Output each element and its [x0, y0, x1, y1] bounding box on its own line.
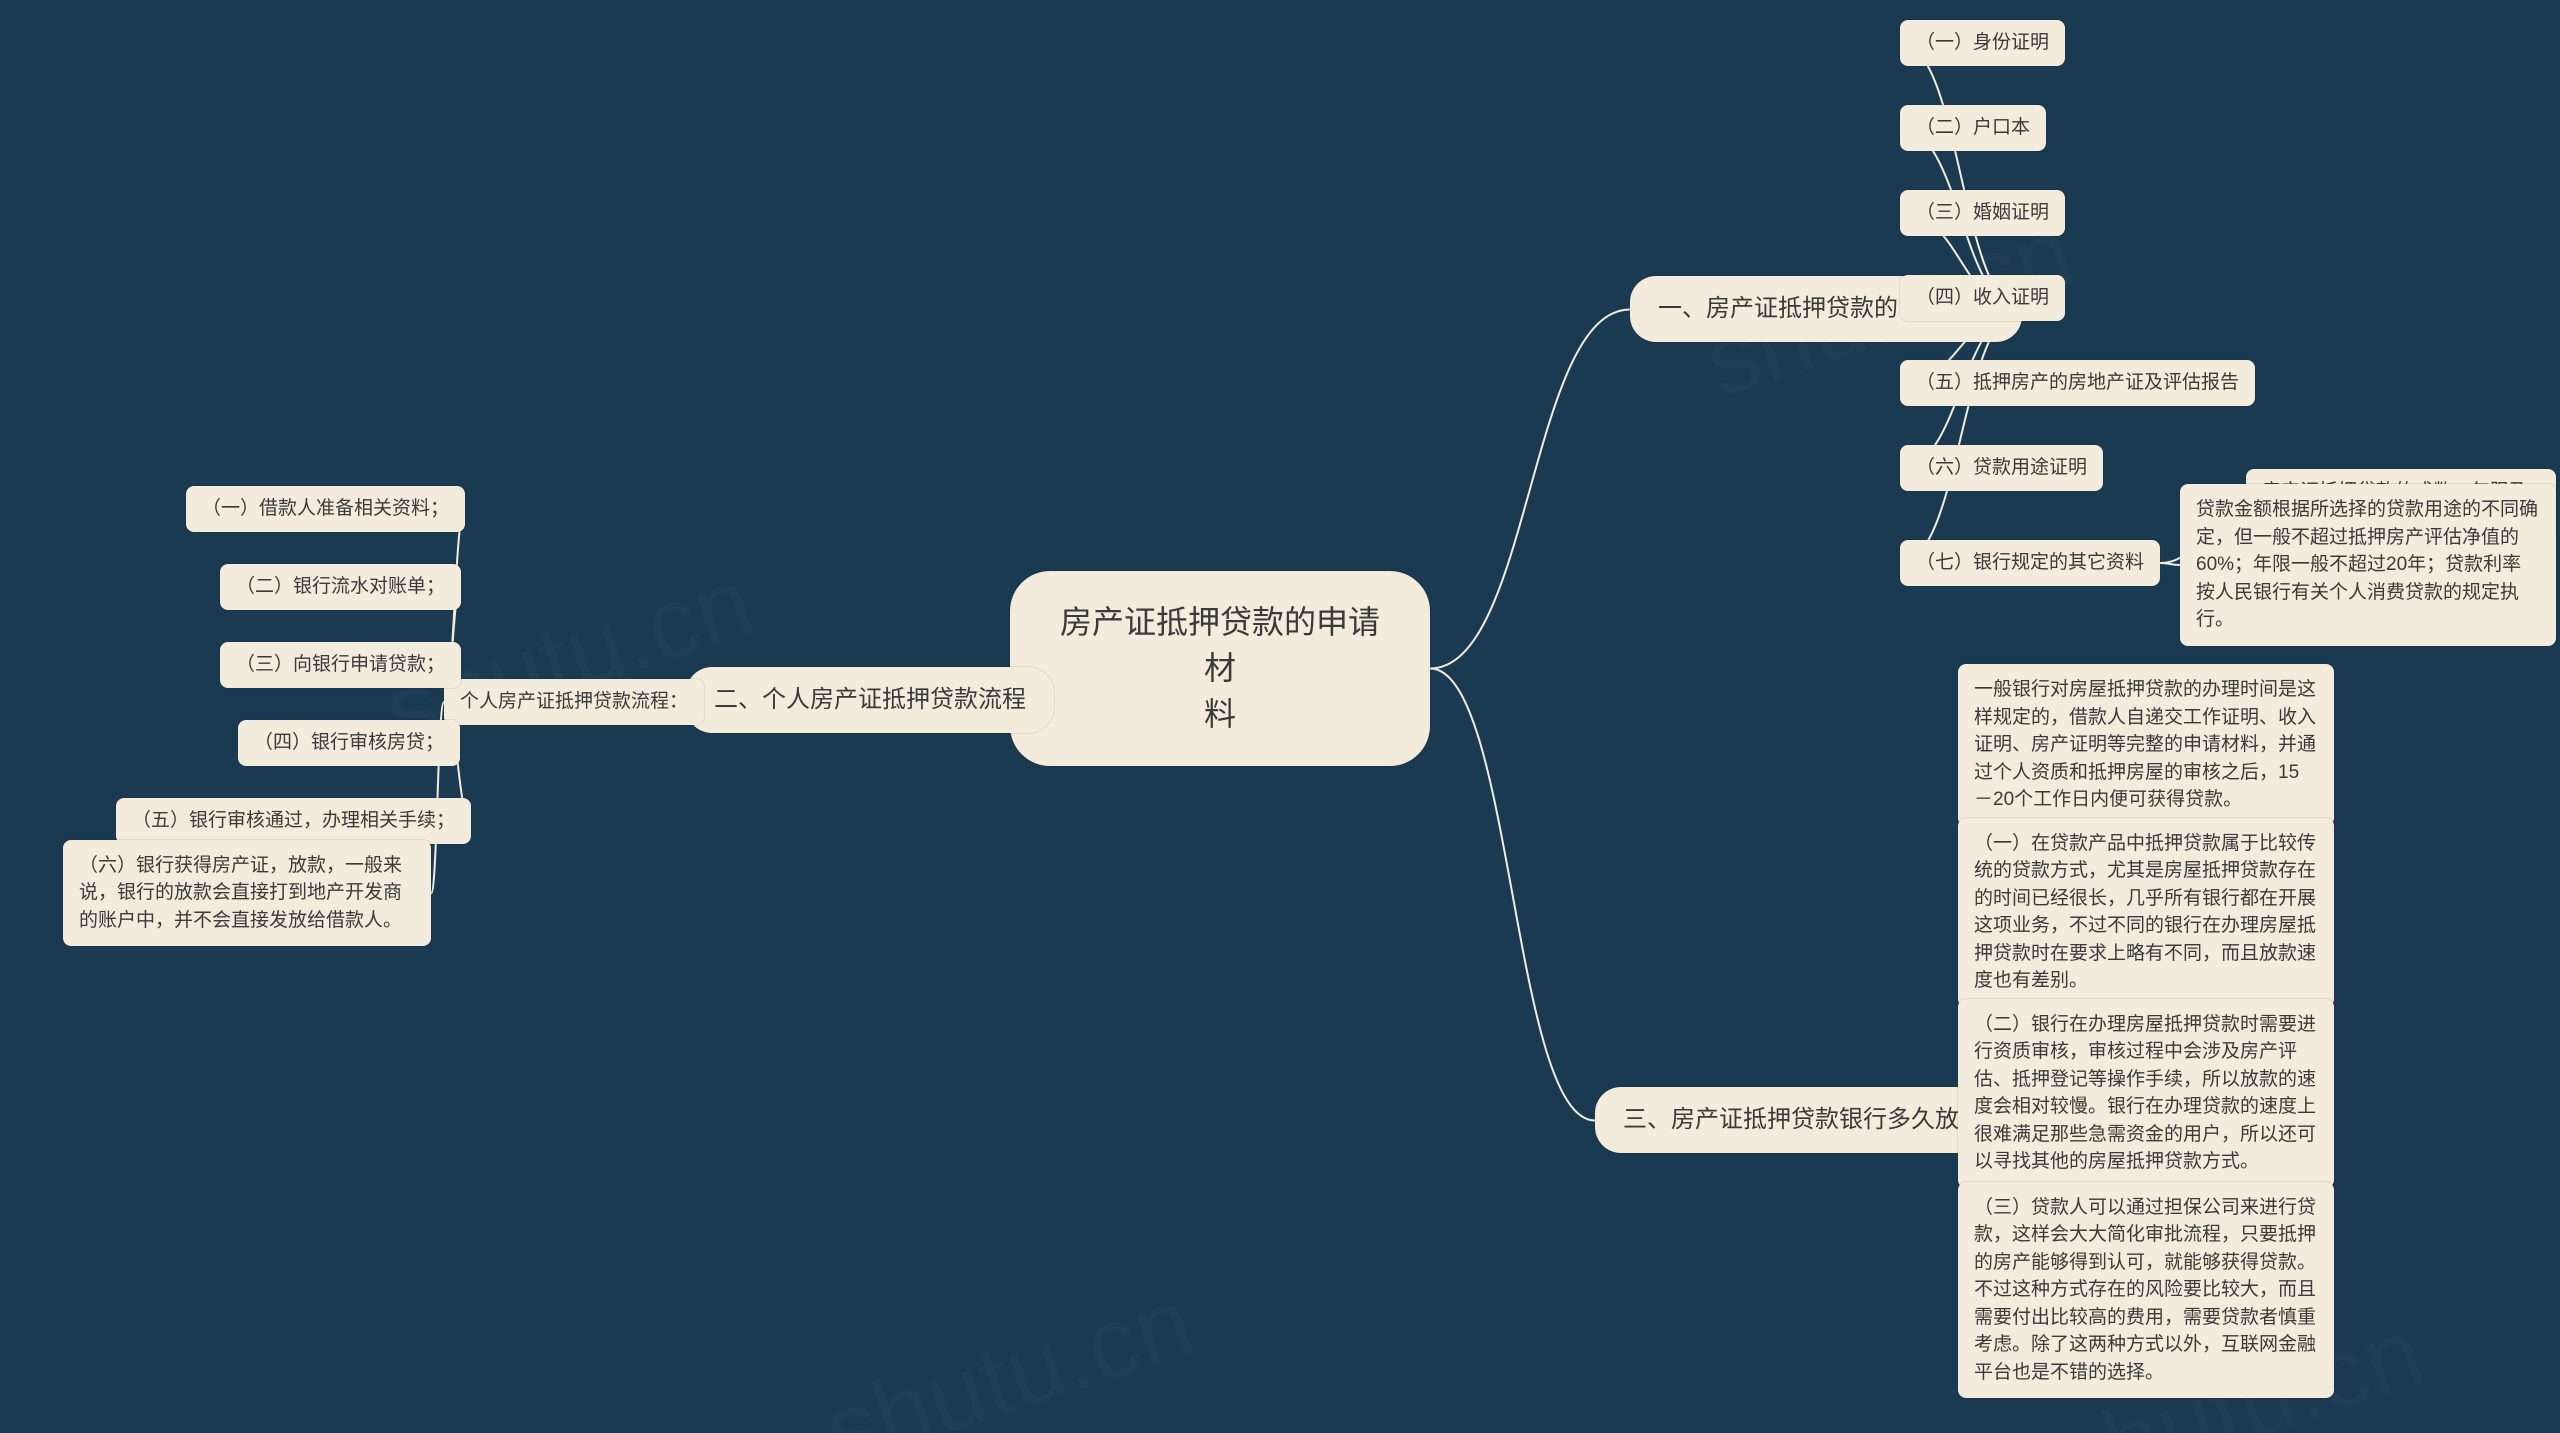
- b1-item-0[interactable]: （一）身份证明: [1900, 20, 2065, 66]
- b1-item-6[interactable]: （七）银行规定的其它资料: [1900, 540, 2160, 586]
- b3-item-0[interactable]: 一般银行对房屋抵押贷款的办理时间是这样规定的，借款人自递交工作证明、收入证明、房…: [1958, 664, 2334, 826]
- center-node[interactable]: 房产证抵押贷款的申请材料: [1010, 571, 1430, 766]
- watermark: shutu.cn: [811, 1264, 1206, 1433]
- b1-item-4[interactable]: （五）抵押房产的房地产证及评估报告: [1900, 360, 2255, 406]
- b1-item-5[interactable]: （六）贷款用途证明: [1900, 445, 2103, 491]
- b3-item-2[interactable]: （二）银行在办理房屋抵押贷款时需要进行资质审核，审核过程中会涉及房产评估、抵押登…: [1958, 999, 2334, 1188]
- b1-item-3[interactable]: （四）收入证明: [1900, 275, 2065, 321]
- b3-item-1[interactable]: （一）在贷款产品中抵押贷款属于比较传统的贷款方式，尤其是房屋抵押贷款存在的时间已…: [1958, 818, 2334, 1007]
- b3-item-3[interactable]: （三）贷款人可以通过担保公司来进行贷款，这样会大大简化审批流程，只要抵押的房产能…: [1958, 1182, 2334, 1399]
- b2-item-1[interactable]: （二）银行流水对账单；: [220, 564, 461, 610]
- mindmap-canvas: shutu.cnshutu.cnshutu.cnshutu.cn房产证抵押贷款的…: [0, 0, 2560, 1433]
- b2-mid[interactable]: 个人房产证抵押贷款流程：: [444, 679, 704, 725]
- b1-7-sub-1[interactable]: 贷款金额根据所选择的贷款用途的不同确定，但一般不超过抵押房产评估净值的60%；年…: [2180, 484, 2556, 646]
- branch-3[interactable]: 三、房产证抵押贷款银行多久放款: [1595, 1087, 2011, 1154]
- b2-item-2[interactable]: （三）向银行申请贷款；: [220, 642, 461, 688]
- b2-item-4[interactable]: （五）银行审核通过，办理相关手续；: [116, 798, 471, 844]
- b1-item-2[interactable]: （三）婚姻证明: [1900, 190, 2065, 236]
- b2-item-0[interactable]: （一）借款人准备相关资料；: [186, 486, 465, 532]
- b1-item-1[interactable]: （二）户口本: [1900, 105, 2046, 151]
- b2-item-5[interactable]: （六）银行获得房产证，放款，一般来说，银行的放款会直接打到地产开发商的账户中，并…: [63, 840, 431, 947]
- center-title-l2: 料: [1058, 691, 1382, 737]
- b2-item-3[interactable]: （四）银行审核房贷；: [238, 720, 460, 766]
- branch-2[interactable]: 二、个人房产证抵押贷款流程: [686, 667, 1054, 734]
- center-title-l1: 房产证抵押贷款的申请材: [1058, 599, 1382, 692]
